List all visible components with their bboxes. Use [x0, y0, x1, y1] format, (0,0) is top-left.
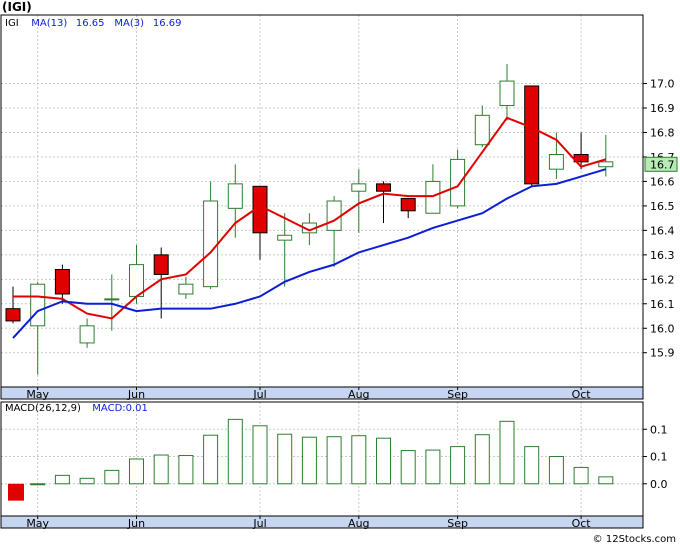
macd-bar — [153, 454, 169, 485]
macd-bar — [252, 425, 268, 485]
price-ytick-label: 16.0 — [650, 322, 675, 335]
price-legend-item: MA(13) — [31, 18, 67, 29]
chart-title: (IGI) — [2, 0, 32, 14]
price-xtick-label: Aug — [348, 388, 369, 401]
price-panel-bg — [1, 15, 643, 399]
macd-xtick-label: Sep — [447, 517, 468, 530]
candle-up — [227, 183, 243, 209]
price-legend-item: 16.69 — [153, 18, 182, 29]
candle-up — [203, 200, 219, 288]
candle-up — [79, 325, 95, 344]
macd-bar — [400, 450, 416, 485]
macd-xtick-label: May — [26, 517, 49, 530]
last-price-tag — [644, 156, 678, 172]
price-date-strip — [1, 387, 643, 399]
macd-bar — [598, 476, 614, 485]
candle-up — [351, 183, 367, 192]
candle-up — [277, 234, 293, 241]
macd-bar — [79, 477, 95, 485]
macd-bar — [301, 436, 317, 485]
last-price-label: 16.7 — [650, 158, 675, 171]
macd-ytick-label: 0.1 — [650, 451, 668, 464]
macd-bar — [474, 434, 490, 485]
price-xtick-label: Jun — [127, 388, 145, 401]
candle-up — [450, 158, 466, 207]
candle-up — [425, 180, 441, 214]
macd-bar — [30, 483, 46, 486]
candle-down — [524, 85, 540, 185]
price-xtick-label: Oct — [572, 388, 592, 401]
macd-bar — [499, 420, 515, 485]
candle-up — [178, 283, 194, 295]
price-ytick-label: 16.6 — [650, 175, 675, 188]
macd-xtick-label: Jun — [127, 517, 145, 530]
macd-bar — [450, 446, 466, 485]
price-xtick-label: May — [26, 388, 49, 401]
macd-bar — [573, 466, 589, 485]
price-ytick-label: 16.9 — [650, 102, 675, 115]
macd-bar — [326, 436, 342, 485]
ma-slow-line — [12, 168, 607, 339]
macd-date-strip — [1, 516, 643, 528]
price-xtick-label: Jul — [252, 388, 266, 401]
credit-text: © 12Stocks.com — [592, 534, 676, 545]
macd-bar — [178, 455, 194, 485]
price-ytick-label: 16.4 — [650, 224, 675, 237]
candle-up — [474, 114, 490, 146]
candle-down — [153, 254, 169, 275]
price-ytick-label: 16.5 — [650, 200, 675, 213]
price-xtick-label: Sep — [447, 388, 468, 401]
candle-up — [548, 154, 564, 170]
price-ytick-label: 15.9 — [650, 347, 675, 360]
ma-fast-line — [13, 116, 607, 320]
candle-up — [104, 298, 120, 301]
macd-bar — [227, 418, 243, 485]
macd-xtick-label: Jul — [252, 517, 266, 530]
candle-down — [400, 198, 416, 212]
candle-up — [499, 80, 515, 107]
candle-up — [129, 264, 144, 297]
price-ytick-label: 16.2 — [650, 273, 675, 286]
macd-legend-item: MACD(26,12,9) — [5, 403, 81, 414]
macd-bar — [54, 474, 70, 485]
macd-bar — [351, 435, 367, 485]
price-ytick-label: 16.1 — [650, 298, 675, 311]
price-legend-item: IGI — [5, 18, 19, 29]
candle-up — [30, 283, 46, 327]
macd-bar-negative — [8, 483, 24, 501]
macd-ytick-label: 0.0 — [650, 478, 668, 491]
macd-panel-frame — [0, 401, 644, 529]
macd-panel-bg — [1, 402, 643, 528]
price-ytick-label: 17.0 — [650, 78, 675, 91]
macd-bar — [203, 434, 219, 485]
macd-bar — [104, 469, 120, 485]
candle-down — [5, 308, 21, 322]
macd-legend-item: MACD:0.01 — [92, 403, 148, 414]
macd-bar — [376, 437, 391, 485]
candle-up — [326, 200, 342, 231]
price-panel-frame — [0, 14, 644, 400]
candle-down — [54, 269, 70, 295]
price-legend-item: 16.65 — [76, 18, 105, 29]
candle-up — [598, 161, 614, 168]
macd-bar — [524, 446, 540, 485]
macd-bar — [548, 456, 564, 485]
macd-xtick-label: Oct — [572, 517, 592, 530]
candle-down — [376, 183, 391, 192]
macd-ytick-label: 0.1 — [650, 423, 668, 436]
price-legend-item: MA(3) — [114, 18, 144, 29]
price-ytick-label: 16.3 — [650, 249, 675, 262]
macd-xtick-label: Aug — [348, 517, 369, 530]
macd-bar — [425, 449, 441, 485]
macd-bar — [129, 458, 144, 485]
price-ytick-label: 16.8 — [650, 126, 675, 139]
macd-bar — [277, 433, 293, 485]
